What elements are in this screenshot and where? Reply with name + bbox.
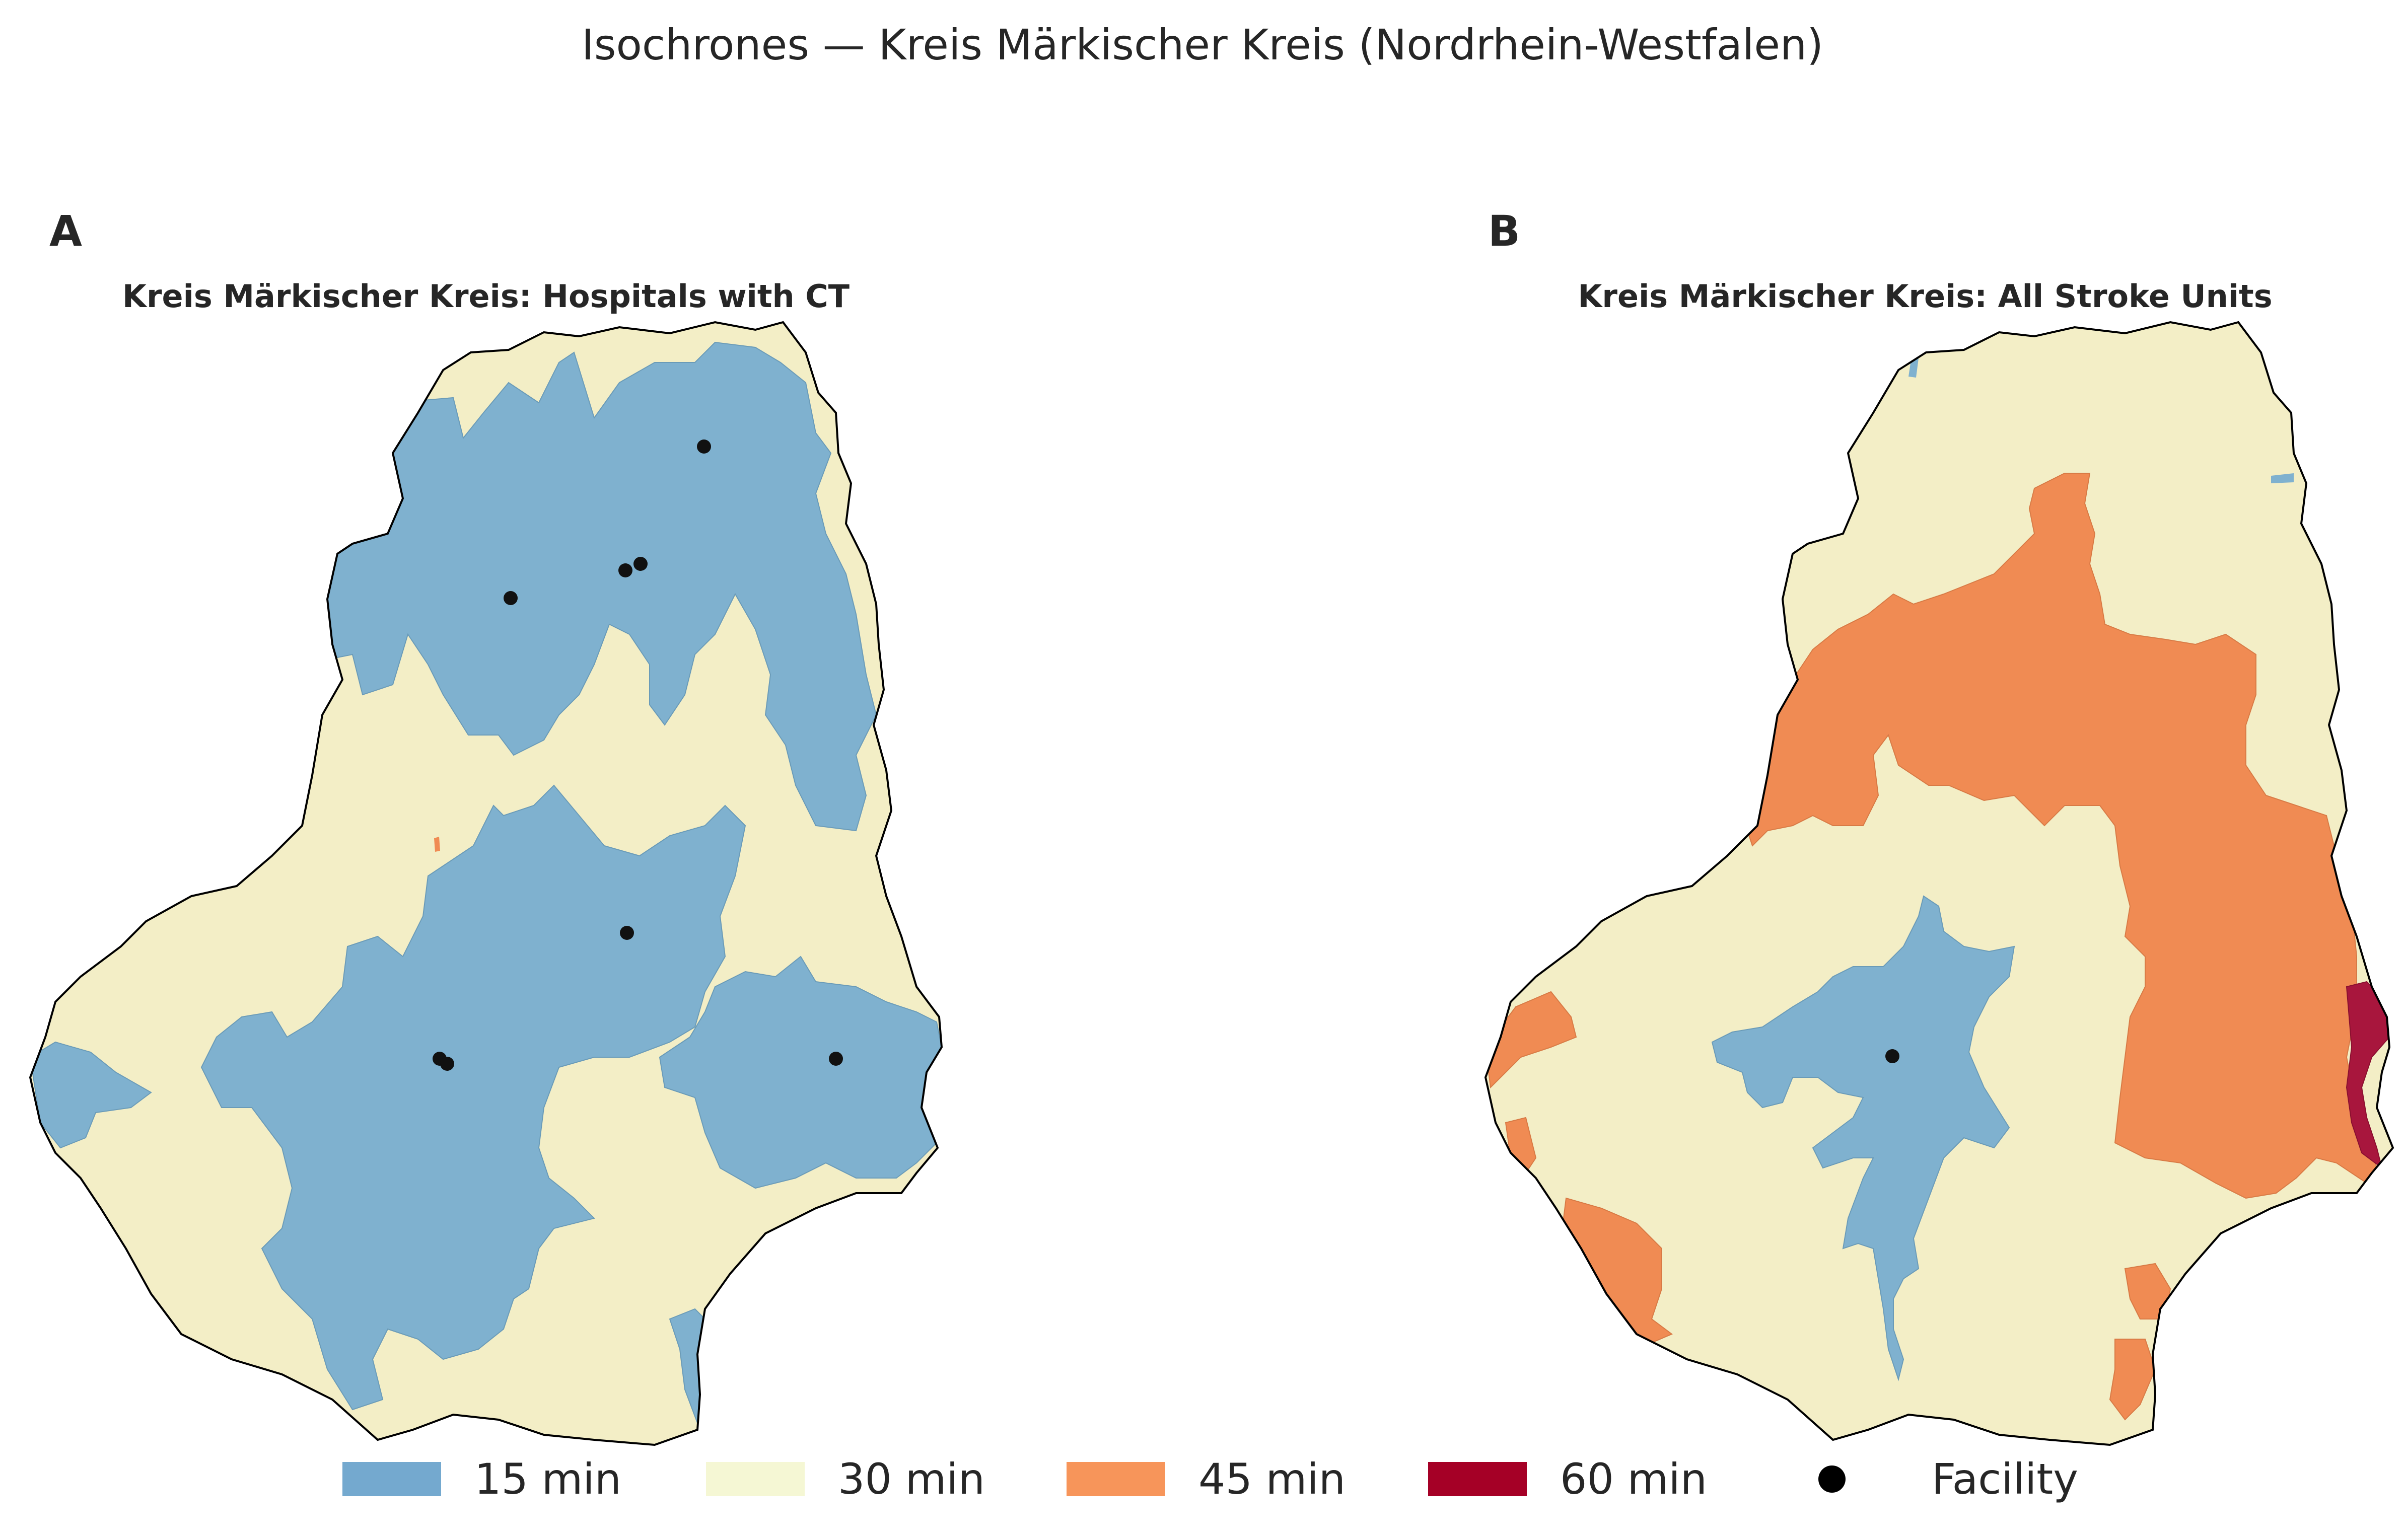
legend-swatch-60min bbox=[1428, 1462, 1527, 1496]
panel-b-map bbox=[1484, 321, 2394, 1446]
legend-label-30min: 30 min bbox=[838, 1454, 985, 1504]
legend-swatch-15min bbox=[342, 1462, 441, 1496]
panel-a-letter: A bbox=[49, 206, 83, 256]
facility-marker bbox=[504, 591, 518, 605]
legend-swatch-30min bbox=[706, 1462, 805, 1496]
panel-b-facilities bbox=[1885, 1049, 1899, 1063]
panel-b-zone-45min-w bbox=[1486, 991, 1577, 1089]
legend-label-15min: 15 min bbox=[474, 1454, 621, 1504]
facility-marker bbox=[829, 1052, 843, 1066]
legend-item-60min: 60 min bbox=[1428, 1444, 1707, 1514]
facility-marker bbox=[620, 926, 634, 940]
panel-b-letter: B bbox=[1488, 206, 1521, 256]
panel-a-facilities bbox=[433, 439, 843, 1071]
panel-b-district-outline bbox=[1484, 321, 2394, 1446]
panel-a-title: Kreis Märkischer Kreis: Hospitals with C… bbox=[122, 278, 850, 315]
facility-marker bbox=[633, 557, 648, 571]
panel-b-title: Kreis Märkischer Kreis: All Stroke Units bbox=[1578, 278, 2273, 315]
legend-item-15min: 15 min bbox=[342, 1444, 621, 1514]
panel-b-zone-45min-s bbox=[2109, 1339, 2156, 1421]
panel-a-zone-15min-east bbox=[659, 956, 942, 1189]
facility-marker bbox=[1885, 1049, 1899, 1063]
facility-marker bbox=[697, 439, 711, 454]
legend-label-facility: Facility bbox=[1932, 1454, 2078, 1504]
legend: 15 min 30 min 45 min 60 min Facility bbox=[342, 1444, 2105, 1514]
panel-a-zone-45min-patch bbox=[434, 837, 440, 852]
figure-title: Isochrones — Kreis Märkischer Kreis (Nor… bbox=[581, 20, 1824, 69]
legend-swatch-45min bbox=[1067, 1462, 1165, 1496]
panel-b-zone-15min bbox=[1711, 895, 2015, 1381]
legend-item-facility: Facility bbox=[1783, 1444, 2078, 1514]
legend-item-30min: 30 min bbox=[706, 1444, 985, 1514]
legend-label-45min: 45 min bbox=[1198, 1454, 1346, 1504]
panel-b-zone-15min-ne bbox=[2271, 473, 2294, 483]
panel-a-map bbox=[29, 321, 943, 1446]
panel-a-zone-15min-west-patch bbox=[30, 1041, 152, 1149]
facility-marker bbox=[618, 563, 632, 577]
panel-b-zone-15min-n bbox=[1908, 358, 1919, 378]
facility-marker bbox=[440, 1057, 454, 1071]
panel-a-zone-15min-north bbox=[327, 341, 877, 832]
legend-item-45min: 45 min bbox=[1067, 1444, 1346, 1514]
legend-label-60min: 60 min bbox=[1560, 1454, 1707, 1504]
panel-a-zone-15min-central bbox=[200, 784, 746, 1411]
legend-swatch-facility bbox=[1783, 1462, 1881, 1496]
